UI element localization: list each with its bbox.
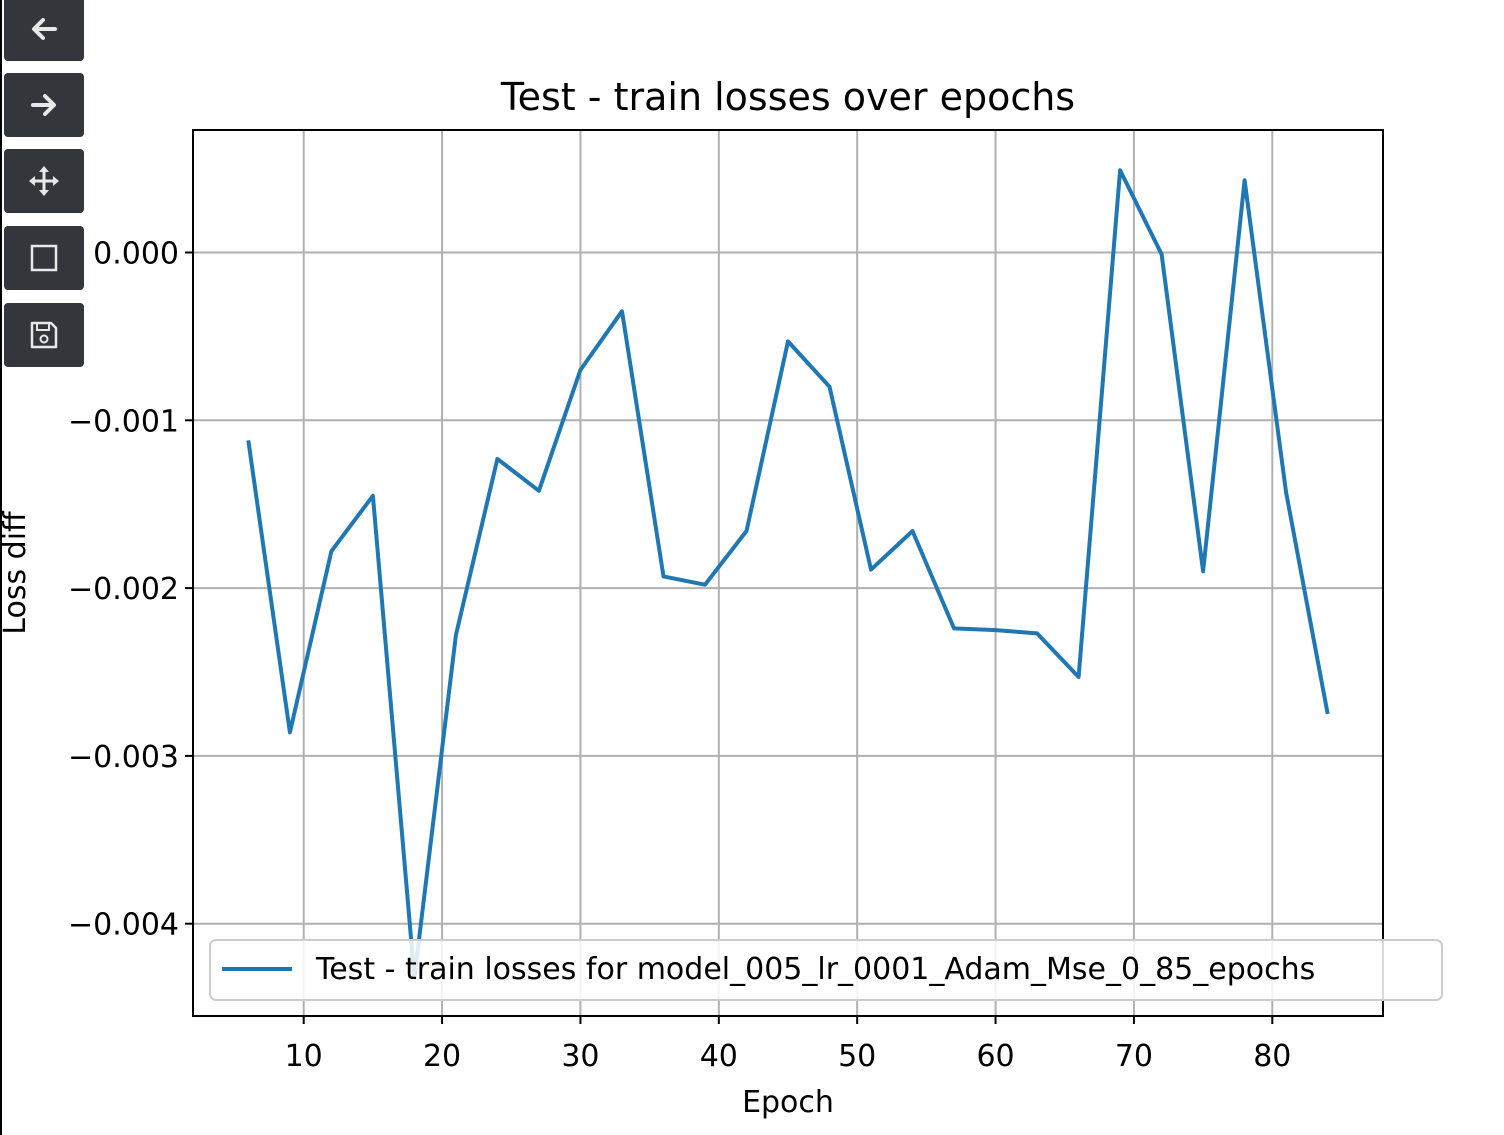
series-line bbox=[246, 168, 1330, 980]
grid bbox=[193, 130, 1383, 1016]
y-tick-label: −0.002 bbox=[68, 572, 179, 607]
y-axis-label: Loss diff bbox=[0, 510, 33, 635]
x-tick-label: 60 bbox=[976, 1039, 1014, 1074]
x-tick-label: 50 bbox=[838, 1039, 876, 1074]
legend: Test - train losses for model_005_lr_000… bbox=[209, 939, 1443, 1001]
window-left-border bbox=[0, 0, 2, 1135]
legend-box bbox=[209, 939, 1443, 1001]
zoom-rect-button[interactable] bbox=[4, 226, 84, 290]
arrow-right-icon bbox=[31, 94, 56, 116]
x-tick-label: 70 bbox=[1115, 1039, 1153, 1074]
y-tick-label: 0.000 bbox=[93, 236, 179, 271]
floppy-disk-icon bbox=[30, 321, 58, 349]
zoom-rect-icon bbox=[30, 244, 58, 272]
back-button[interactable] bbox=[4, 0, 84, 61]
chart-title: Test - train losses over epochs bbox=[500, 75, 1075, 119]
x-tick-label: 10 bbox=[285, 1039, 323, 1074]
x-tick-label: 80 bbox=[1253, 1039, 1291, 1074]
legend-label: Test - train losses for model_005_lr_000… bbox=[315, 952, 1315, 987]
y-tick-label: −0.003 bbox=[68, 740, 179, 775]
y-tick-label: −0.001 bbox=[68, 404, 179, 439]
move-icon bbox=[29, 166, 59, 196]
x-axis-label: Epoch bbox=[742, 1085, 834, 1120]
axis-ticks: 10 20 30 40 50 60 70 80 0.000 −0.001 −0.002 −0.003 −… bbox=[68, 236, 1291, 1074]
x-tick-label: 40 bbox=[700, 1039, 738, 1074]
save-button[interactable] bbox=[4, 303, 84, 367]
plot-frame bbox=[192, 129, 1384, 1017]
series-layer bbox=[246, 168, 1330, 980]
figure-toolbar bbox=[4, 0, 86, 370]
x-tick-label: 20 bbox=[423, 1039, 461, 1074]
forward-button[interactable] bbox=[4, 73, 84, 137]
pan-button[interactable] bbox=[4, 149, 84, 213]
arrow-left-icon bbox=[32, 17, 57, 40]
y-tick-label: −0.004 bbox=[68, 908, 179, 943]
x-tick-label: 30 bbox=[561, 1039, 599, 1074]
